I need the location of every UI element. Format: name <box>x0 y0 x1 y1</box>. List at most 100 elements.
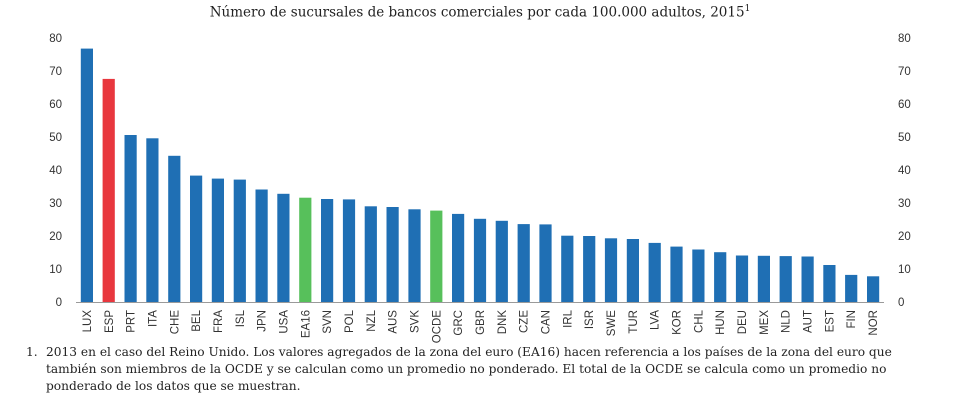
bar-svk <box>408 209 421 302</box>
x-tick-label: EST <box>824 310 836 332</box>
footnote-text: 2013 en el caso del Reino Unido. Los val… <box>46 345 892 393</box>
bars <box>80 48 880 303</box>
bar-est <box>823 265 836 302</box>
y-tick-label-right: 60 <box>898 99 911 111</box>
bar-che <box>168 155 181 302</box>
bar-bel <box>190 175 203 302</box>
x-tick-label: DEU <box>737 310 749 334</box>
x-tick-label: CHL <box>693 309 705 333</box>
y-tick-label-left: 70 <box>49 66 62 78</box>
y-tick-label-left: 40 <box>49 165 62 177</box>
x-tick-label: ESP <box>104 310 116 333</box>
bar-dnk <box>495 220 508 302</box>
bar-svn <box>321 199 334 302</box>
chart-title-text: Número de sucursales de bancos comercial… <box>209 4 745 21</box>
bar-isl <box>233 179 246 302</box>
x-tick-label: GRC <box>453 310 465 336</box>
y-tick-label-right: 70 <box>898 66 911 78</box>
bar-nor <box>867 276 880 302</box>
bar-swe <box>604 238 618 302</box>
bar-chart: 0 10 20 30 40 50 60 70 80 0 10 20 30 40 50 60 70 80 LUX E… <box>49 33 911 343</box>
y-tick-label-left: 0 <box>56 297 62 309</box>
bar-grc <box>452 213 465 302</box>
y-tick-label-right: 50 <box>898 132 911 144</box>
y-tick-label-left: 30 <box>49 198 62 210</box>
x-tick-label: OCDE <box>431 310 443 344</box>
y-tick-label-left: 80 <box>49 33 62 45</box>
x-tick-label: MEX <box>759 310 771 335</box>
bar-fra <box>211 178 224 302</box>
bar-ocde <box>430 210 443 302</box>
bar-chl <box>692 249 705 302</box>
bar-mex <box>757 255 770 302</box>
x-tick-label: PRT <box>126 310 138 333</box>
x-tick-label: CHE <box>169 310 181 335</box>
bar-esp <box>102 78 115 303</box>
bar-aut <box>801 256 814 302</box>
bar-lux <box>80 48 93 302</box>
bar-gbr <box>473 218 487 302</box>
x-tick-label: FRA <box>213 310 225 333</box>
bar-tur <box>626 239 639 302</box>
y-tick-label-right: 30 <box>898 198 911 210</box>
x-tick-label: LUX <box>82 310 94 333</box>
x-tick-label: POL <box>344 309 356 333</box>
bar-kor <box>670 246 683 302</box>
bar-pol <box>342 199 356 302</box>
y-tick-label-left: 50 <box>49 132 62 144</box>
bar-irl <box>561 235 574 302</box>
x-tick-label: KOR <box>672 310 684 335</box>
x-tick-label: LVA <box>650 310 662 330</box>
bar-isr <box>583 236 596 302</box>
x-tick-label: AUT <box>803 310 815 333</box>
bar-can <box>539 224 552 302</box>
x-tick-label: USA <box>278 310 290 334</box>
bar-ita <box>146 138 159 302</box>
y-tick-label-left: 20 <box>49 231 62 243</box>
x-tick-label: DNK <box>497 310 509 335</box>
x-tick-label: HUN <box>715 310 727 335</box>
footnote: 1. 2013 en el caso del Reino Unido. Los … <box>26 344 941 395</box>
x-tick-label: FIN <box>846 310 858 329</box>
y-tick-label-left: 10 <box>49 264 62 276</box>
y-tick-label-right: 80 <box>898 33 911 45</box>
footnote-number: 1. <box>26 345 38 359</box>
x-tick-label: NZL <box>366 309 378 331</box>
x-tick-label: ISR <box>584 310 596 329</box>
x-tick-label: SWE <box>606 310 618 337</box>
x-tick-label: ITA <box>147 310 159 327</box>
x-tick-label: GBR <box>475 310 487 335</box>
x-tick-label: SVK <box>409 310 421 333</box>
x-tick-label: BEL <box>191 309 203 331</box>
title-footnote-marker: 1 <box>744 4 751 14</box>
bar-nzl <box>364 206 377 302</box>
y-tick-label-right: 40 <box>898 165 911 177</box>
bar-jpn <box>255 189 268 302</box>
x-tick-label: SVN <box>322 310 334 334</box>
bar-ea16 <box>299 197 312 302</box>
bar-fin <box>845 274 858 302</box>
bar-prt <box>124 135 137 302</box>
bar-nld <box>779 256 792 302</box>
y-tick-label-right: 10 <box>898 264 911 276</box>
x-tick-label: NOR <box>868 310 880 336</box>
bar-deu <box>735 255 749 302</box>
x-tick-label: CAN <box>541 310 553 334</box>
y-tick-label-right: 20 <box>898 231 911 243</box>
x-tick-label: EA16 <box>300 310 312 338</box>
x-tick-label: TUR <box>628 310 640 334</box>
bar-lva <box>648 242 661 302</box>
bar-usa <box>277 193 290 302</box>
chart-title: Número de sucursales de bancos comercial… <box>0 4 960 21</box>
x-tick-label: NLD <box>781 310 793 333</box>
x-tick-label: IRL <box>562 309 574 328</box>
x-tick-label: CZE <box>519 310 531 333</box>
bar-aus <box>386 207 399 302</box>
y-tick-label-left: 60 <box>49 99 62 111</box>
x-labels: LUX ESP PRT ITA CHE BEL FRA ISL JPN USA EA16 SVN POL… <box>82 309 880 343</box>
bar-cze <box>517 224 530 302</box>
left-axis: 0 10 20 30 40 50 60 70 80 <box>49 33 884 309</box>
x-tick-label: AUS <box>388 310 400 334</box>
x-tick-label: ISL <box>235 309 247 327</box>
bar-hun <box>714 252 727 302</box>
